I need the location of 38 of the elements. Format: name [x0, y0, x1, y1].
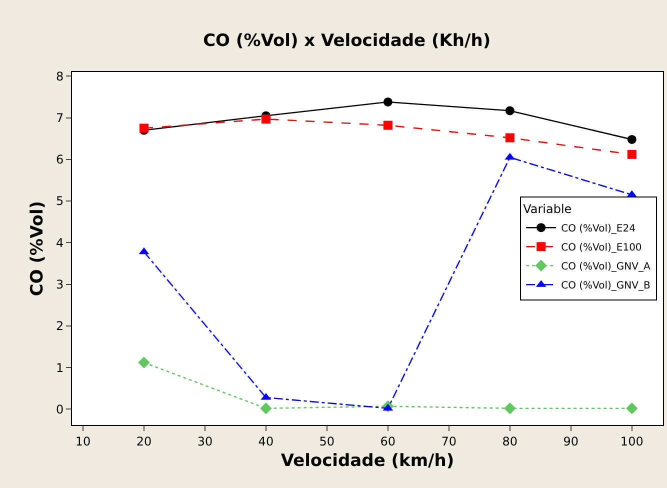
- legend-title: Variable: [523, 202, 572, 216]
- y-tick-label: 3: [56, 278, 64, 292]
- y-tick-label: 1: [56, 360, 64, 375]
- point: [627, 150, 636, 159]
- chart-title: CO (%Vol) x Velocidade (Kh/h): [203, 31, 491, 52]
- y-tick-label: 7: [56, 110, 64, 125]
- y-tick-label: 2: [56, 319, 64, 334]
- x-tick-label: 100: [620, 434, 644, 448]
- point: [504, 402, 516, 414]
- x-tick-label: 50: [319, 434, 335, 448]
- point: [260, 402, 272, 414]
- point: [505, 133, 514, 142]
- x-tick-label: 20: [136, 434, 152, 448]
- legend-label: CO (%Vol)_E100: [561, 242, 642, 254]
- legend-label: CO (%Vol)_E24: [561, 224, 636, 234]
- point: [383, 120, 392, 130]
- point: [505, 106, 514, 116]
- y-tick-label: 4: [56, 236, 64, 250]
- point: [383, 97, 392, 106]
- x-tick-label: 90: [563, 434, 579, 448]
- x-tick-label: 70: [441, 434, 457, 448]
- y-tick-label: 5: [56, 194, 64, 208]
- x-tick-label: 10: [75, 434, 91, 448]
- y-tick-label: 8: [56, 69, 64, 84]
- legend-label: CO (%Vol)_GNV_A: [561, 262, 650, 272]
- point: [627, 134, 636, 144]
- point: [138, 356, 150, 368]
- point: [261, 114, 270, 124]
- x-tick-label: 80: [502, 434, 518, 448]
- legend-label: CO (%Vol)_GNV_B: [561, 280, 650, 292]
- x-tick-label: 40: [258, 434, 274, 448]
- point: [626, 402, 638, 414]
- x-tick-label: 60: [380, 434, 396, 448]
- y-tick-label: 6: [56, 152, 64, 167]
- y-tick-label: 0: [56, 402, 64, 416]
- y-axis-title: CO (%Vol): [28, 200, 48, 296]
- x-tick-label: 30: [197, 434, 213, 448]
- x-axis-title: Velocidade (km/h): [280, 450, 454, 471]
